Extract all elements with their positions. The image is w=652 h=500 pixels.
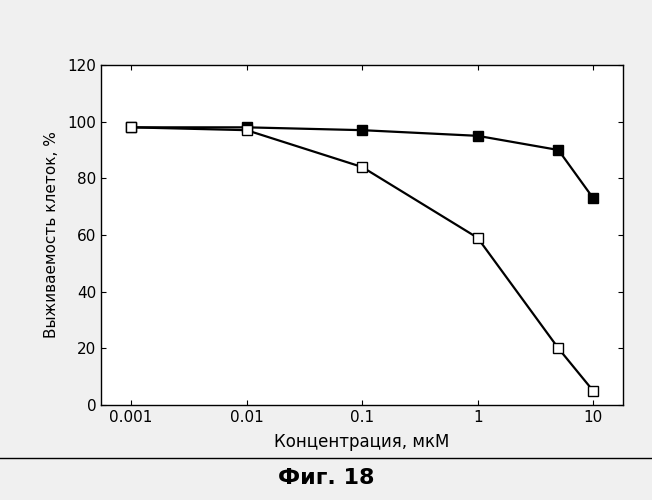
Y-axis label: Выживаемость клеток, %: Выживаемость клеток, % xyxy=(44,132,59,338)
X-axis label: Концентрация, мкМ: Концентрация, мкМ xyxy=(274,433,449,451)
Text: Фиг. 18: Фиг. 18 xyxy=(278,468,374,487)
